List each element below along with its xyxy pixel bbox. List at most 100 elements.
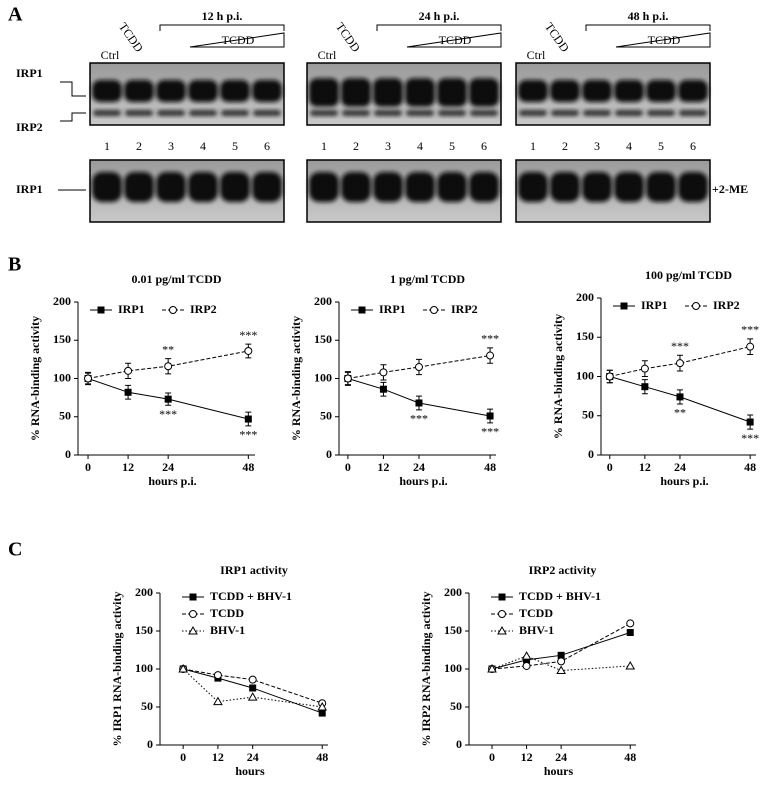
legend-marker xyxy=(692,302,700,310)
panel-label: C xyxy=(8,539,22,561)
dose-triangle xyxy=(615,32,711,48)
gel-band xyxy=(614,172,644,202)
gel-band xyxy=(518,80,548,102)
legend-marker xyxy=(498,593,506,601)
legend-label: BHV-1 xyxy=(210,623,245,637)
gel-band xyxy=(470,110,498,116)
lane-label: Ctrl xyxy=(318,48,337,62)
marker xyxy=(486,412,494,420)
y-tick-label: 200 xyxy=(53,294,71,308)
marker xyxy=(676,393,684,401)
gel-row-label: IRP1 xyxy=(16,66,43,80)
gel-blot xyxy=(306,62,502,126)
gel-time-label: 24 h p.i. xyxy=(419,9,460,23)
gel-bracket xyxy=(159,24,285,31)
gel-band xyxy=(582,172,612,202)
lane-number: 4 xyxy=(417,139,423,153)
x-axis-label: hours xyxy=(235,764,265,778)
marker xyxy=(164,395,172,403)
y-tick-label: 50 xyxy=(320,409,332,423)
gel-blot xyxy=(515,62,711,126)
marker xyxy=(343,374,352,383)
gel-band xyxy=(156,80,186,102)
chart-title: 0.01 pg/ml TCDD xyxy=(131,272,221,286)
lane-number: 6 xyxy=(690,139,696,153)
lane-number: 3 xyxy=(594,139,600,153)
panel-label: A xyxy=(8,4,23,26)
y-tick-label: 150 xyxy=(314,332,332,346)
gel-band xyxy=(373,78,403,107)
x-tick-label: 24 xyxy=(162,460,174,474)
legend-label: IRP1 xyxy=(641,298,668,312)
marker xyxy=(244,346,253,355)
y-tick-label: 50 xyxy=(59,409,71,423)
lane-number: 1 xyxy=(530,139,536,153)
legend-label: IRP2 xyxy=(190,302,217,316)
lane-number: 2 xyxy=(353,139,359,153)
marker xyxy=(84,374,93,383)
x-tick-label: 48 xyxy=(316,750,328,764)
marker xyxy=(641,383,649,391)
gel-band xyxy=(125,110,153,116)
marker xyxy=(124,366,133,375)
x-axis-label: hours p.i. xyxy=(399,474,447,488)
gel-time-label: 48 h p.i. xyxy=(628,9,669,23)
gel-band xyxy=(341,78,371,107)
legend-label: IRP1 xyxy=(118,302,145,316)
chart-title: IRP1 activity xyxy=(220,563,288,577)
gel-band xyxy=(646,172,676,202)
gel-band xyxy=(124,172,154,202)
gel-blot xyxy=(89,62,285,126)
gel-bracket xyxy=(58,81,86,191)
marker xyxy=(487,663,497,673)
marker xyxy=(213,671,222,680)
marker xyxy=(521,651,532,660)
marker xyxy=(414,363,423,372)
chart-title: IRP2 activity xyxy=(529,563,597,577)
gel-band xyxy=(678,80,708,102)
y-tick-label: 150 xyxy=(53,332,71,346)
x-tick-label: 0 xyxy=(85,460,91,474)
legend-marker xyxy=(189,593,197,601)
marker xyxy=(415,399,423,407)
gel-band xyxy=(373,172,403,202)
dose-label: TCDD xyxy=(439,33,472,47)
gel-row-label: IRP1 xyxy=(16,182,43,196)
marker xyxy=(318,709,326,717)
y-tick-label: 100 xyxy=(444,661,462,675)
lane-number: 4 xyxy=(626,139,632,153)
gel-band xyxy=(550,80,580,102)
series-line xyxy=(491,632,631,670)
dose-triangle xyxy=(406,32,502,48)
x-tick-label: 48 xyxy=(484,460,496,474)
marker xyxy=(249,684,257,692)
marker xyxy=(244,415,252,423)
marker xyxy=(605,372,614,381)
y-tick-label: 0 xyxy=(147,737,153,751)
legend-marker xyxy=(497,625,507,635)
legend-marker xyxy=(97,306,105,314)
dose-triangle xyxy=(189,32,285,48)
x-axis-label: hours xyxy=(544,764,574,778)
treatment-label: +2-ME xyxy=(712,182,748,196)
significance-label: *** xyxy=(239,328,257,342)
lane-number: 6 xyxy=(481,139,487,153)
x-tick-label: 12 xyxy=(212,750,224,764)
gel-time-label: 12 h p.i. xyxy=(202,9,243,23)
lane-label: Ctrl xyxy=(101,48,120,62)
legend-marker xyxy=(169,306,177,314)
gel-band xyxy=(93,110,121,116)
legend-label: TCDD xyxy=(519,606,553,620)
legend-marker xyxy=(358,306,366,314)
gel-band xyxy=(437,172,467,202)
series-line xyxy=(87,350,249,379)
marker xyxy=(557,651,565,659)
x-tick-label: 48 xyxy=(744,460,756,474)
lane-number: 1 xyxy=(104,139,110,153)
lane-number: 6 xyxy=(264,139,270,153)
y-tick-label: 200 xyxy=(314,294,332,308)
marker xyxy=(248,675,257,684)
lane-label: Ctrl xyxy=(527,48,546,62)
legend-label: TCDD xyxy=(210,606,244,620)
gel-band xyxy=(583,110,611,116)
